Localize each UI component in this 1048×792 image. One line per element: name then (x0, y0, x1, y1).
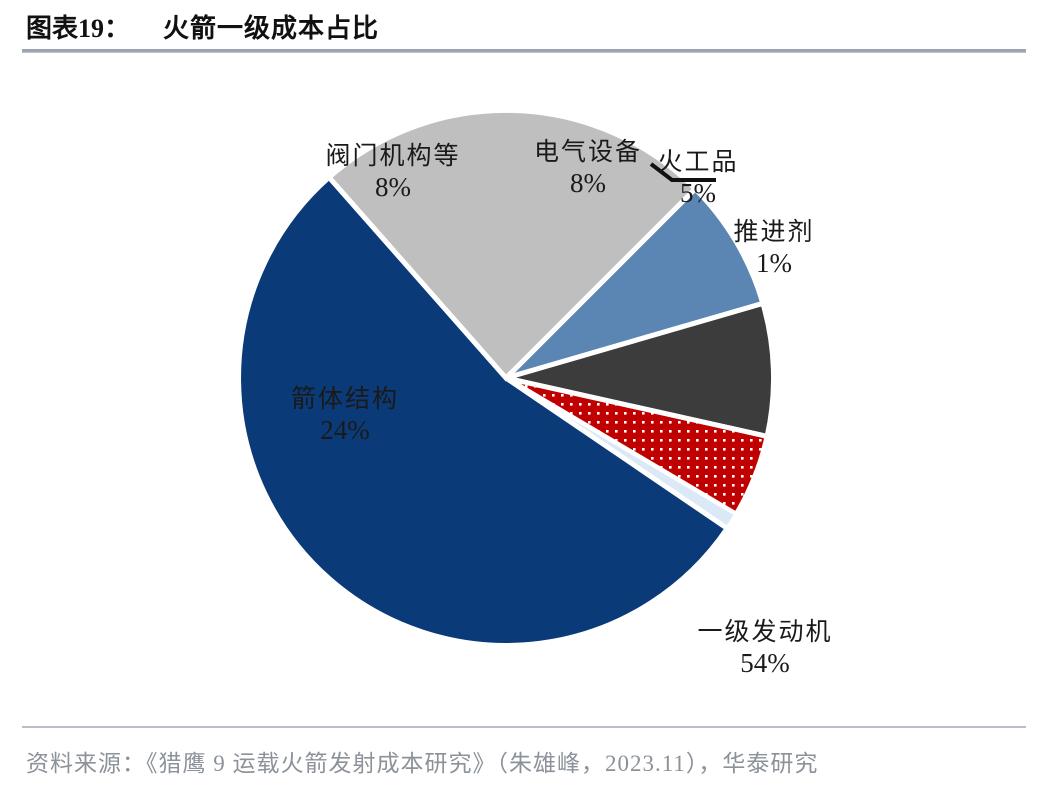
slice-label-electrical-value: 8% (570, 167, 606, 198)
slice-label-propellant-value: 1% (756, 247, 792, 278)
title-divider (22, 49, 1026, 53)
figure-footer: 资料来源：《猎鹰 9 运载火箭发射成本研究》（朱雄峰，2023.11），华泰研究 (0, 718, 1048, 792)
pie-chart: 阀门机构等 8% 电气设备 8% 火工品 5% 推进剂 1% 箭体结构 24% … (0, 58, 1048, 730)
slice-label-first-stage-engine-value: 54% (740, 647, 790, 678)
slice-label-pyrotechnics-value: 5% (680, 177, 716, 208)
figure-header: 图表19： 火箭一级成本占比 (0, 0, 1048, 58)
slice-label-valve-value: 8% (375, 171, 411, 202)
slice-label-propellant: 推进剂 1% (710, 218, 838, 279)
slice-label-first-stage-engine: 一级发动机 54% (660, 618, 870, 679)
pie-slice-valve[interactable] (504, 185, 766, 381)
slice-label-rocket-structure-value: 24% (320, 414, 370, 445)
figure-title-text: 火箭一级成本占比 (163, 14, 380, 43)
figure-number: 图表19： (26, 14, 131, 43)
page-title: 图表19： 火箭一级成本占比 (26, 8, 379, 45)
pie-chart-svg (236, 107, 776, 648)
slice-label-propellant-name: 推进剂 (733, 219, 815, 246)
propellant-leader-line (649, 162, 716, 182)
pie-slice-rocket-structure[interactable] (325, 107, 699, 382)
pie-slice-first-stage-engine[interactable] (236, 173, 731, 648)
slice-label-electrical-name: 电气设备 (533, 139, 642, 166)
slice-label-first-stage-engine-name: 一级发动机 (697, 619, 833, 646)
slice-label-electrical: 电气设备 8% (508, 138, 668, 199)
slice-label-rocket-structure-name: 箭体结构 (290, 386, 399, 413)
footer-divider (22, 726, 1026, 728)
slice-label-rocket-structure: 箭体结构 24% (250, 385, 440, 446)
slice-label-pyrotechnics-name: 火工品 (657, 149, 739, 176)
slice-label-pyrotechnics: 火工品 5% (638, 148, 758, 209)
source-note: 资料来源：《猎鹰 9 运载火箭发射成本研究》（朱雄峰，2023.11），华泰研究 (26, 751, 819, 776)
slice-label-valve-name: 阀门机构等 (325, 143, 461, 170)
slice-label-valve: 阀门机构等 8% (298, 142, 488, 203)
pie-slice-electrical[interactable] (505, 300, 776, 440)
